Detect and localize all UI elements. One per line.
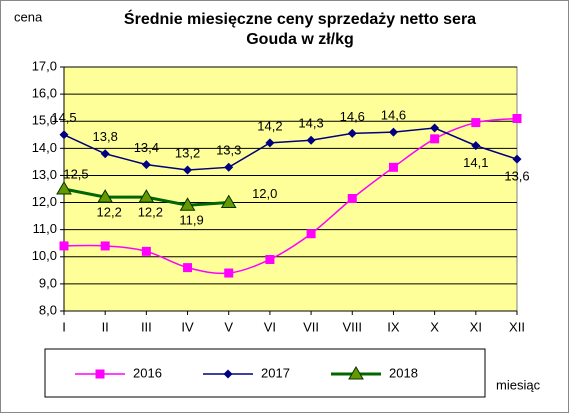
y-tick-label: 8,0 — [39, 302, 57, 317]
data-label: 13,3 — [216, 143, 241, 158]
y-axis-label: cena — [14, 9, 43, 24]
data-label: 14,1 — [463, 155, 488, 170]
x-tick-label: V — [224, 319, 233, 334]
legend-marker — [95, 369, 105, 379]
point — [59, 241, 69, 251]
chart-title: Średnie miesięczne ceny sprzedaży netto … — [124, 9, 476, 28]
x-tick-label: VII — [303, 319, 319, 334]
y-tick-label: 17,0 — [32, 58, 57, 73]
point — [100, 241, 110, 251]
point — [224, 268, 234, 278]
point — [388, 127, 398, 137]
data-label: 14,6 — [340, 109, 365, 124]
point — [220, 194, 237, 209]
data-label: 14,6 — [381, 108, 406, 123]
legend-label: 2016 — [133, 365, 162, 380]
plot-area — [63, 66, 518, 312]
y-tick-label: 12,0 — [32, 194, 57, 209]
data-label: 13,4 — [134, 140, 159, 155]
data-label: 13,2 — [175, 145, 200, 160]
data-label: 13,6 — [504, 169, 529, 184]
point — [430, 123, 440, 133]
data-label: 11,9 — [179, 213, 203, 228]
y-tick-label: 11,0 — [33, 221, 57, 236]
x-axis-label: miesiąc — [496, 377, 541, 392]
point — [224, 162, 234, 172]
legend-label: 2017 — [261, 365, 290, 380]
chart-title: Gouda w zł/kg — [246, 31, 354, 48]
point — [138, 189, 155, 203]
data-label: 13,8 — [93, 129, 118, 144]
point — [265, 138, 275, 148]
point — [56, 181, 72, 195]
data-label: 12,2 — [138, 205, 163, 220]
data-label: 12,2 — [97, 205, 122, 220]
point — [97, 189, 114, 203]
x-tick-label: III — [141, 319, 152, 334]
x-tick-label: I — [62, 319, 66, 334]
point — [430, 134, 440, 144]
data-label: 14,3 — [298, 116, 323, 131]
point — [471, 118, 481, 128]
point — [141, 246, 151, 256]
point — [306, 229, 316, 239]
point — [265, 254, 275, 264]
point — [512, 114, 522, 124]
point — [347, 128, 357, 138]
x-tick-label: IX — [387, 319, 400, 334]
x-tick-label: XI — [470, 319, 482, 334]
point — [100, 149, 110, 159]
data-label: 14,2 — [257, 118, 282, 133]
y-tick-label: 16,0 — [32, 86, 57, 101]
point — [512, 154, 522, 164]
x-tick-label: II — [102, 319, 109, 334]
y-tick-label: 13,0 — [32, 167, 57, 182]
data-label: 12,0 — [252, 186, 277, 201]
y-tick-label: 14,0 — [32, 140, 57, 155]
x-tick-label: X — [430, 319, 439, 334]
point — [183, 165, 193, 175]
legend-box — [44, 348, 486, 398]
x-tick-label: XII — [509, 319, 525, 334]
point — [471, 141, 481, 151]
point — [306, 135, 316, 145]
data-label: 12,5 — [63, 166, 88, 181]
point — [59, 130, 69, 140]
point — [179, 197, 196, 211]
legend-marker — [348, 366, 364, 380]
legend-marker — [223, 369, 233, 379]
point — [388, 162, 398, 172]
data-label: 14,5 — [51, 110, 76, 125]
legend-label: 2018 — [389, 365, 418, 380]
point — [141, 160, 151, 170]
y-tick-label: 15,0 — [32, 113, 57, 128]
x-tick-label: IV — [181, 319, 194, 334]
x-tick-label: VI — [264, 319, 276, 334]
series-line — [63, 127, 518, 171]
point — [183, 263, 193, 273]
point — [347, 193, 357, 203]
x-tick-label: VIII — [343, 319, 363, 334]
y-tick-label: 10,0 — [32, 248, 57, 263]
y-tick-label: 9,0 — [39, 275, 57, 290]
